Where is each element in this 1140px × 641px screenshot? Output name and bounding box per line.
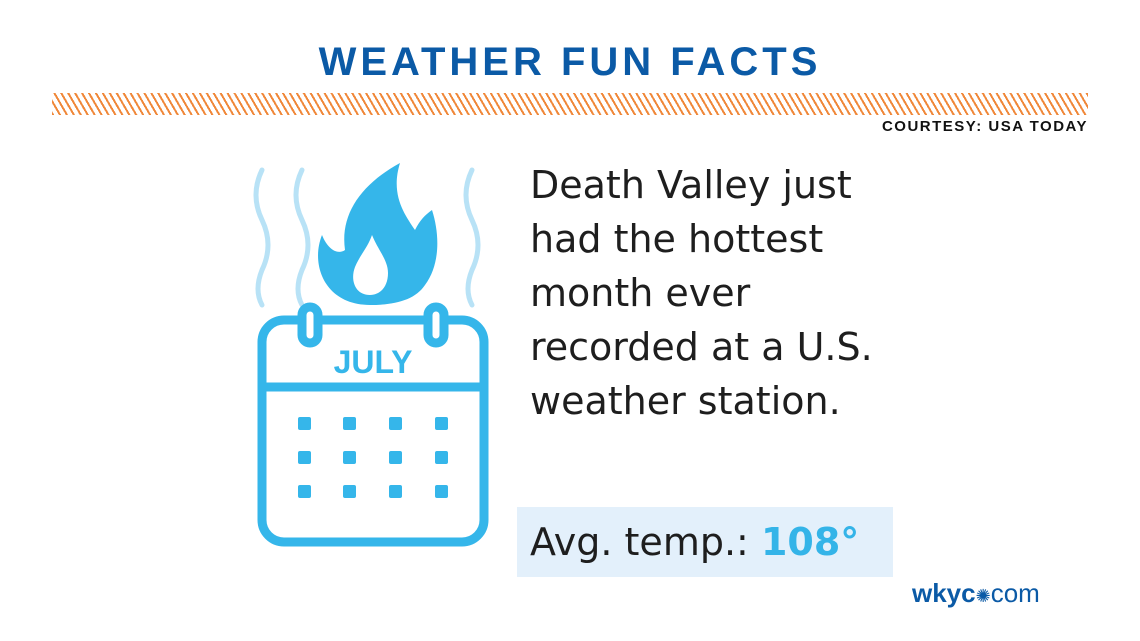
- wkyc-logo: wkyc✺com: [912, 578, 1040, 609]
- courtesy-credit: COURTESY: USA TODAY: [881, 118, 1088, 135]
- avg-temp-box: Avg. temp.: 108°: [517, 507, 893, 577]
- peacock-icon: ✺: [975, 586, 991, 606]
- calendar-days: [298, 417, 448, 498]
- calendar-flame-icon: JULY: [253, 163, 489, 547]
- heat-waves-icon: [253, 167, 481, 308]
- logo-suffix: com: [990, 578, 1040, 608]
- page-title: WEATHER FUN FACTS: [318, 40, 822, 84]
- decorative-stripe: [52, 93, 1088, 115]
- fact-text: Death Valley just had the hottest month …: [530, 163, 873, 423]
- flame-icon: [318, 163, 438, 305]
- avg-temp-value: 108°: [760, 520, 860, 564]
- avg-temp-label: Avg. temp.:: [530, 520, 749, 564]
- month-label: JULY: [334, 344, 413, 380]
- logo-brand: wkyc: [912, 578, 976, 608]
